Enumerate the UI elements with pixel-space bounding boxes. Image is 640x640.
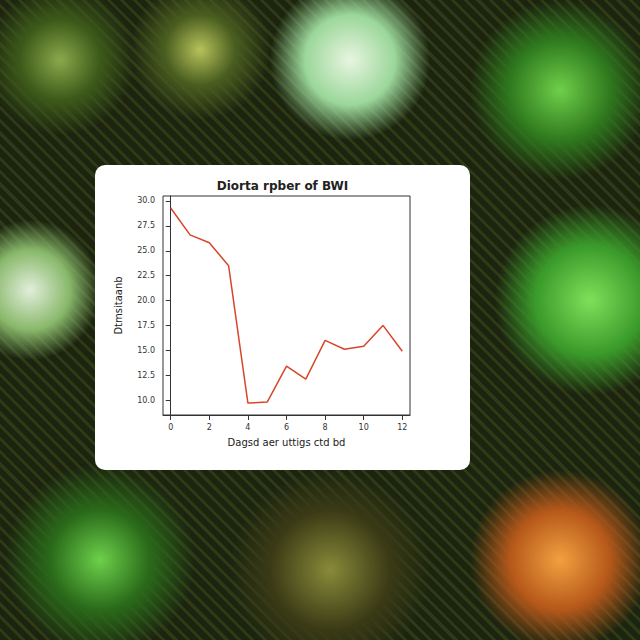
svg-text:30.0: 30.0	[137, 196, 155, 205]
svg-text:Dagsd aer uttigs ctd bd: Dagsd aer uttigs ctd bd	[228, 437, 346, 448]
svg-text:0: 0	[168, 423, 173, 432]
svg-text:22.5: 22.5	[137, 271, 155, 280]
svg-text:12.5: 12.5	[137, 371, 155, 380]
svg-text:2: 2	[207, 423, 212, 432]
svg-text:12: 12	[397, 423, 407, 432]
svg-text:Dtmsitaanb: Dtmsitaanb	[113, 276, 124, 334]
svg-text:8: 8	[323, 423, 328, 432]
svg-text:17.5: 17.5	[137, 321, 155, 330]
svg-text:Diorta rpber of BWI: Diorta rpber of BWI	[217, 179, 348, 193]
svg-text:27.5: 27.5	[137, 221, 155, 230]
svg-text:10.0: 10.0	[137, 396, 155, 405]
svg-text:6: 6	[284, 423, 289, 432]
svg-text:20.0: 20.0	[137, 296, 155, 305]
svg-text:4: 4	[245, 423, 250, 432]
svg-text:10: 10	[359, 423, 369, 432]
svg-text:15.0: 15.0	[137, 346, 155, 355]
svg-text:25.0: 25.0	[137, 246, 155, 255]
